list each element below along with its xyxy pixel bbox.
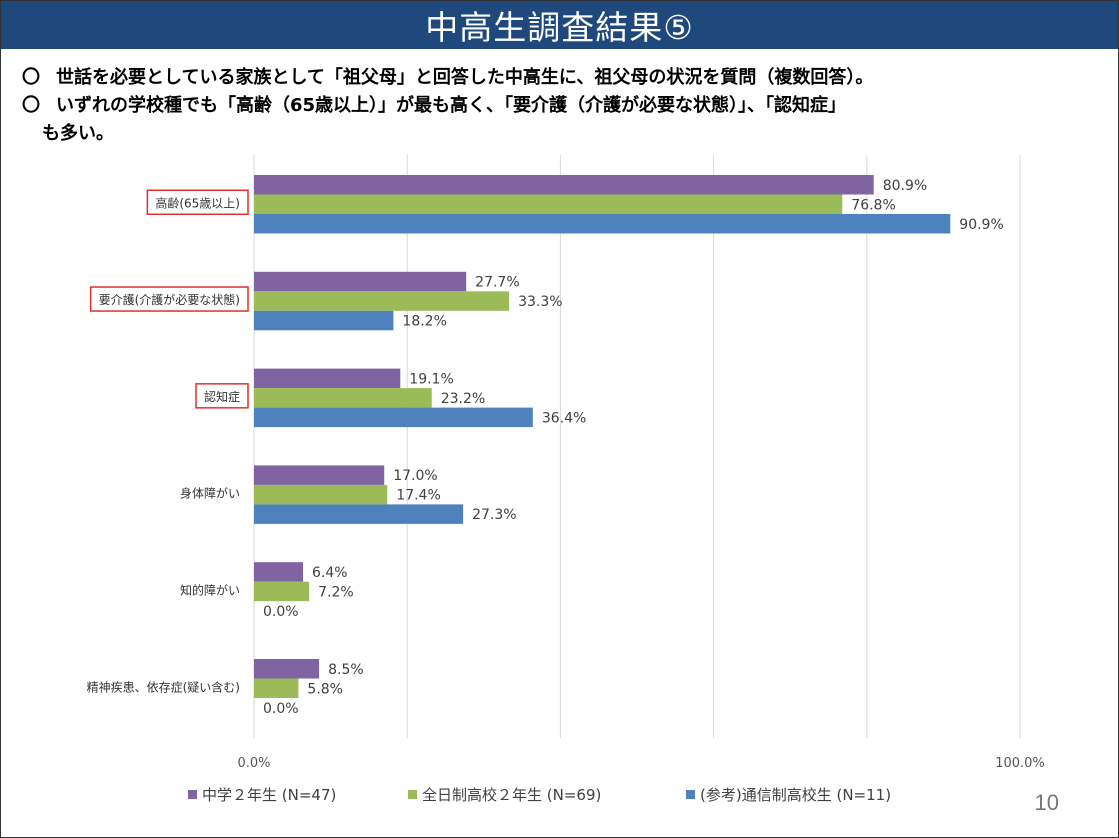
bar [254,310,394,331]
bar [254,465,385,485]
x-tick-label: 100.0% [995,756,1045,771]
legend-label: 全日制高校２年生 (N=69) [422,786,601,804]
page-title: 中高生調査結果⑤ [425,8,694,47]
legend-swatch [686,790,695,799]
data-label: 27.7% [475,275,519,291]
bar [254,271,467,292]
category-label: 認知症 [204,389,240,404]
bar [254,504,464,524]
bar [254,194,843,214]
bar [254,562,304,582]
bullet-list: 〇 世話を必要としている家族として「祖父母」と回答した中高生に、祖父母の状況を質… [22,64,1102,148]
highlight-box [89,286,249,312]
data-label: 27.3% [472,507,516,523]
category-label: 高齢(65歳以上) [155,195,240,210]
bar [254,678,299,698]
bullet-item: 〇 いずれの学校種でも「高齢（65歳以上）」が最も高く、「要介護（介護が必要な状… [22,92,1102,120]
data-label: 36.4% [542,410,586,426]
category-label: 身体障がい [180,486,240,501]
bar [254,214,951,234]
data-label: 23.2% [441,391,485,407]
data-label: 18.2% [402,314,446,330]
page-number: 10 [1034,790,1059,815]
data-label: 80.9% [883,178,927,194]
data-label: 17.4% [396,488,440,504]
data-label: 8.5% [328,662,364,678]
title-bar: 中高生調査結果⑤ [1,1,1118,49]
data-label: 33.3% [518,294,562,310]
bullet-text: 世話を必要としている家族として「祖父母」と回答した中高生に、祖父母の状況を質問（… [56,67,874,88]
category-label: 知的障がい [180,582,240,597]
bar [254,407,533,428]
bar [254,291,510,311]
bar [254,581,310,602]
data-label: 5.8% [307,681,343,697]
bullet-mark: 〇 [22,67,40,88]
data-label: 7.2% [318,584,354,600]
highlight-box [146,189,249,215]
bar [254,388,432,408]
data-label: 19.1% [409,371,453,387]
legend-swatch [408,790,417,799]
data-label: 76.8% [851,197,895,213]
bar [254,368,401,389]
category-label: 要介護(介護が必要な状態) [99,292,240,307]
data-label: 6.4% [312,565,348,581]
bar [254,659,320,679]
legend-label: (参考)通信制高校生 (N=11) [700,786,891,804]
data-label: 0.0% [263,604,299,620]
highlight-box [195,383,249,409]
data-label: 0.0% [263,701,299,717]
bullet-item: 〇 世話を必要としている家族として「祖父母」と回答した中高生に、祖父母の状況を質… [22,64,1102,92]
bullet-text-continuation: も多い。 [42,123,114,144]
category-label: 精神疾患、依存症(疑い含む) [87,679,240,694]
data-label: 90.9% [959,217,1003,233]
data-label: 17.0% [393,468,437,484]
bar [254,484,388,505]
x-tick-label: 0.0% [237,756,270,771]
bar [254,175,874,195]
legend-label: 中学２年生 (N=47) [202,786,336,804]
bullet-text: いずれの学校種でも「高齢（65歳以上）」が最も高く、「要介護（介護が必要な状態）… [56,95,847,116]
bullet-mark: 〇 [22,95,40,116]
legend-swatch [188,790,197,799]
